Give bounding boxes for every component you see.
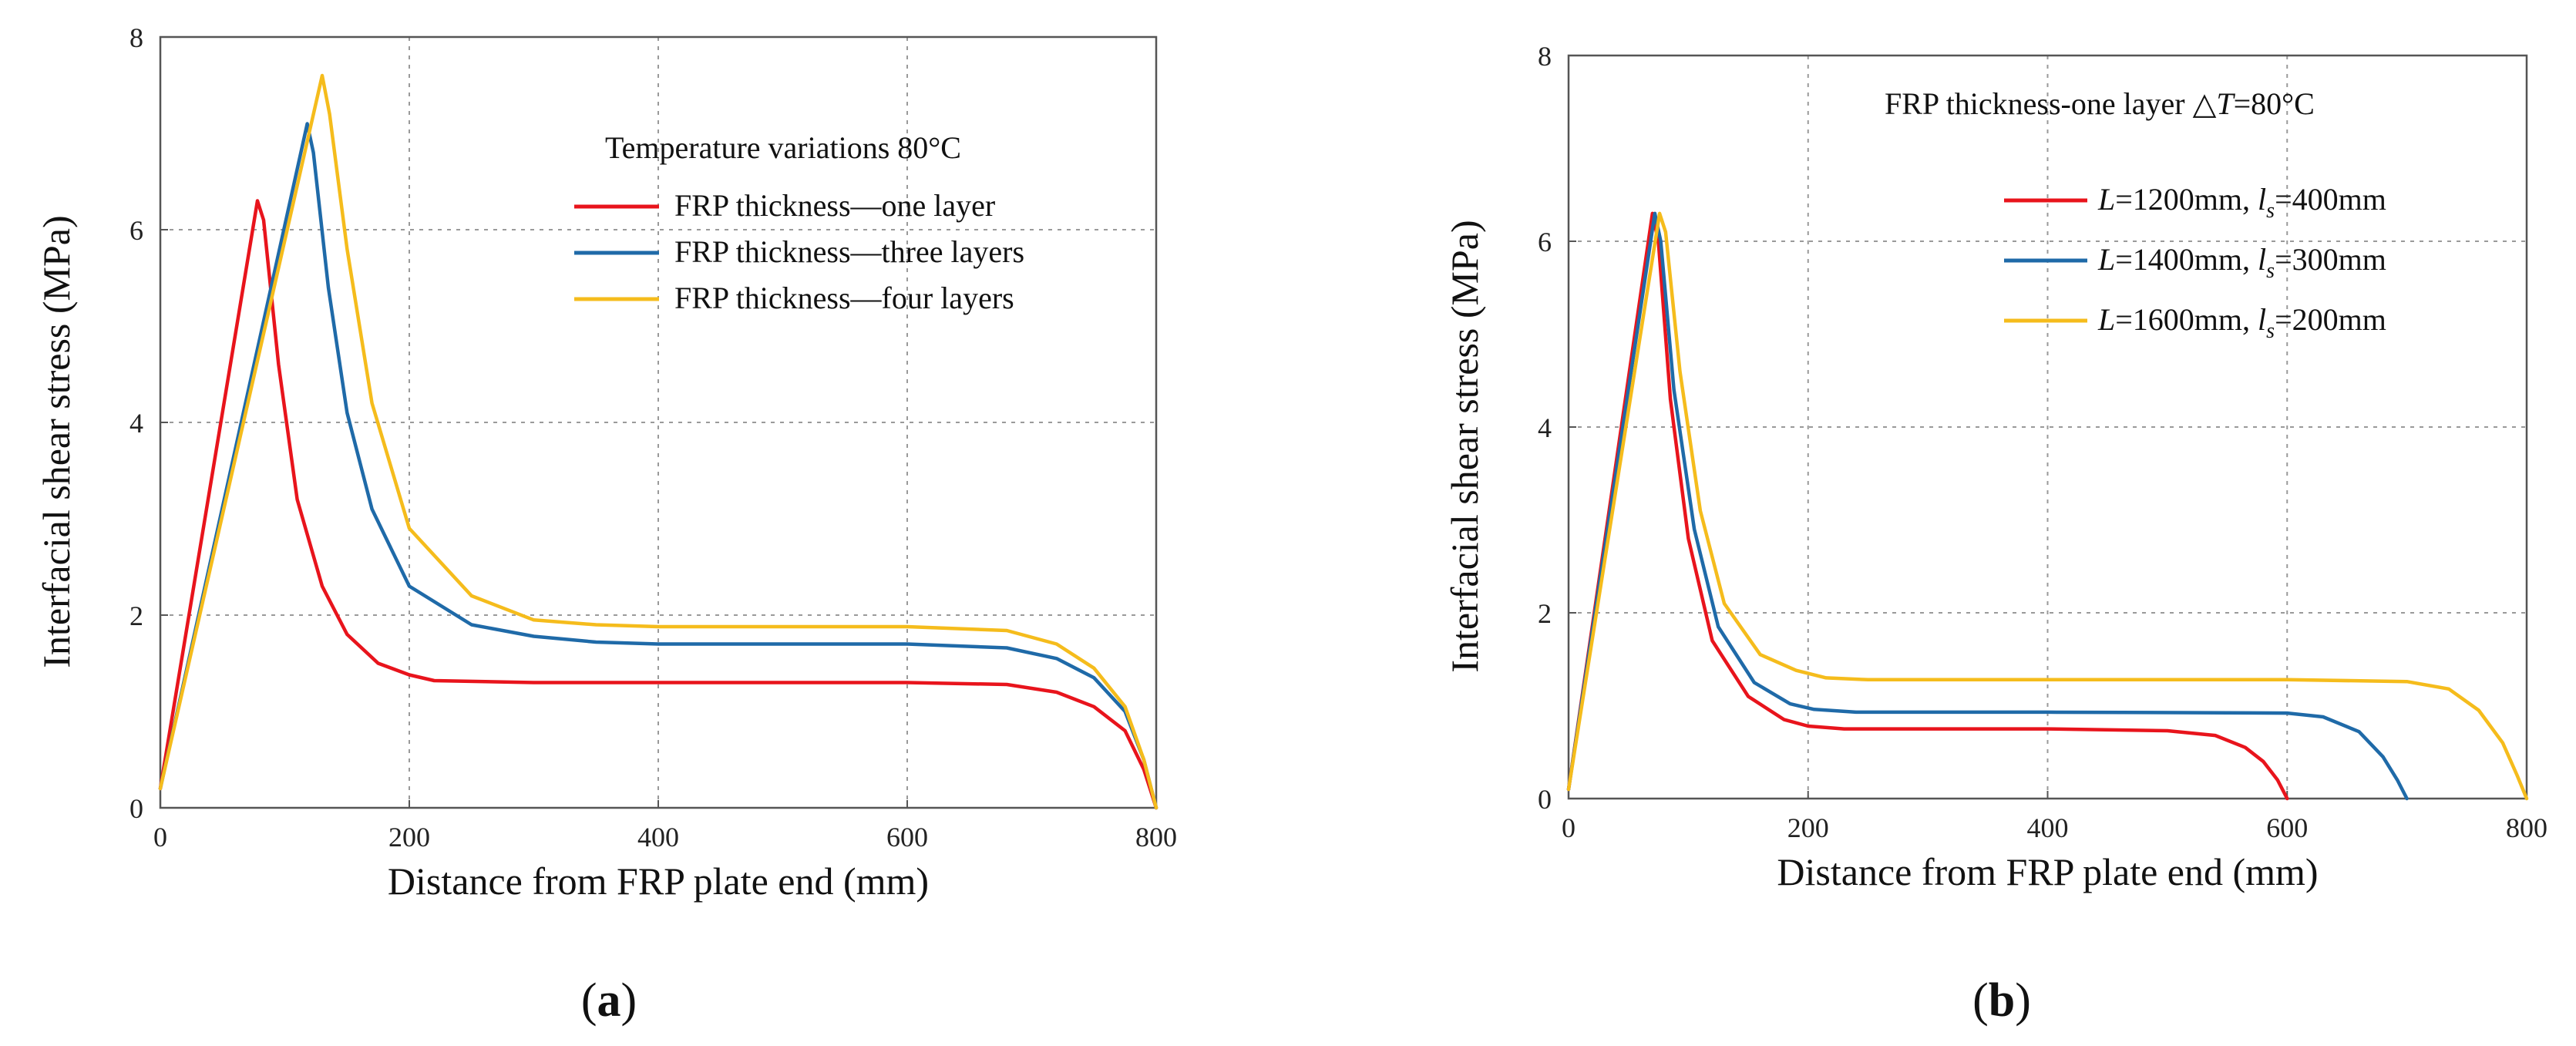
series-line-3 (158, 73, 1159, 810)
x-tick-label: 400 (2027, 812, 2069, 843)
y-tick-label: 0 (129, 793, 143, 824)
series-line-1 (158, 199, 1159, 810)
legend-entry-2: L=1400mm, ls=300mm (2097, 242, 2386, 283)
series-line-2 (1566, 211, 2409, 801)
y-tick-label: 6 (129, 215, 143, 246)
x-tick-label: 600 (886, 822, 928, 853)
legend-entry-1: L=1200mm, ls=400mm (2097, 182, 2386, 223)
subfigure-label-a: (a) (581, 974, 637, 1027)
x-tick-label: 600 (2266, 812, 2308, 843)
legend: Temperature variations 80°C FRP thickness… (574, 130, 1024, 315)
series-line-1 (1566, 211, 2289, 801)
y-tick-label: 2 (129, 600, 143, 631)
x-tick-label: 0 (153, 822, 167, 853)
x-tick-label: 800 (2506, 812, 2547, 843)
y-tick-label: 8 (129, 22, 143, 53)
y-tick-label: 6 (1538, 227, 1552, 257)
x-axis-label: Distance from FRP plate end (mm) (388, 859, 929, 903)
y-tick-label: 4 (129, 408, 143, 439)
legend-entry-3: FRP thickness—four layers (674, 281, 1014, 315)
y-tick-label: 2 (1538, 598, 1552, 629)
y-axis-label: Interfacial shear stress (MPa) (35, 215, 78, 668)
chart-a: 0 200 400 600 800 0 2 4 6 8 Distance from FRP plat… (35, 22, 1177, 1027)
series-line-3 (1566, 211, 2529, 801)
x-axis-label: Distance from FRP plate end (mm) (1777, 850, 2318, 893)
legend: FRP thickness-one layer △T=80°C L=1200mm,… (1885, 86, 2386, 343)
x-tick-label: 800 (1135, 822, 1177, 853)
x-tick-label: 400 (637, 822, 679, 853)
legend-entry-3: L=1600mm, ls=200mm (2097, 302, 2386, 343)
y-tick-label: 4 (1538, 412, 1552, 443)
x-tick-label: 0 (1562, 812, 1576, 843)
x-tick-label: 200 (1787, 812, 1829, 843)
y-tick-label: 8 (1538, 41, 1552, 72)
x-tick-label: 200 (388, 822, 430, 853)
y-axis-label: Interfacial shear stress (MPa) (1443, 220, 1486, 672)
y-tick-label: 0 (1538, 784, 1552, 815)
subfigure-label-b: (b) (1972, 974, 2031, 1027)
chart-b: 0 200 400 600 800 0 2 4 6 8 Distance from FRP plat… (1443, 41, 2547, 1027)
legend-entry-1: FRP thickness—one layer (674, 188, 995, 223)
legend-title: FRP thickness-one layer △T=80°C (1885, 86, 2315, 121)
series-line-2 (158, 122, 1159, 810)
legend-entry-2: FRP thickness—three layers (674, 234, 1024, 269)
legend-title: Temperature variations 80°C (605, 130, 961, 165)
